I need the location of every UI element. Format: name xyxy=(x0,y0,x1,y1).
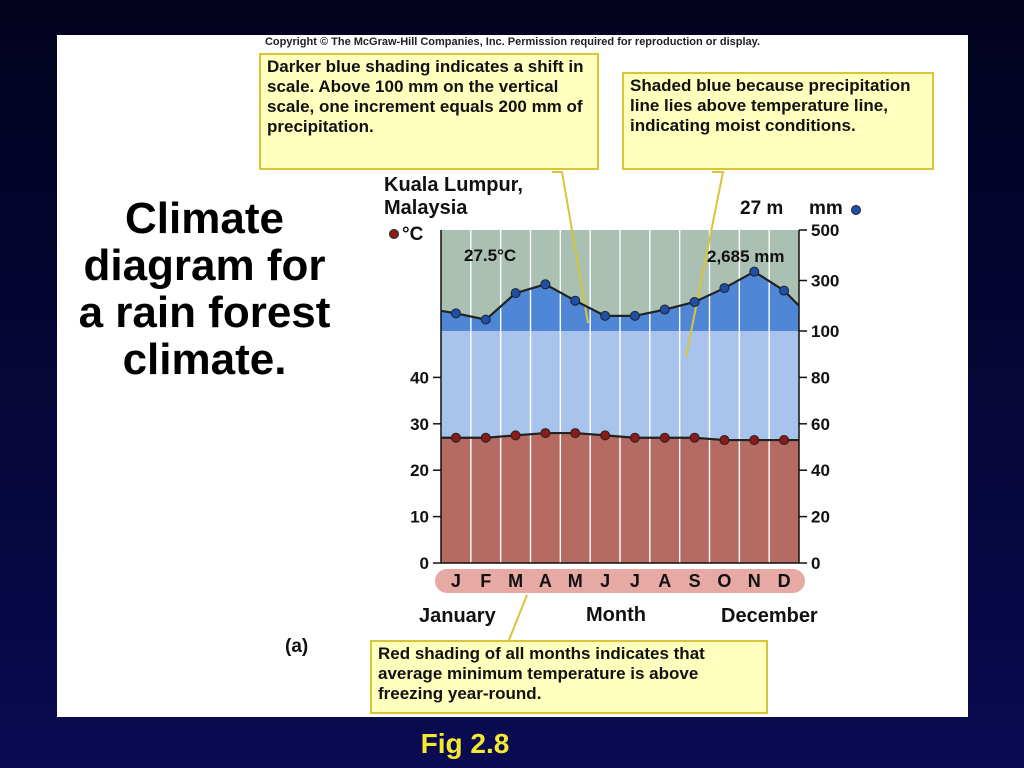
temperature-point xyxy=(749,435,760,446)
month-label: D xyxy=(778,571,791,591)
x-end-label: December xyxy=(721,605,818,627)
precipitation-point xyxy=(600,310,611,321)
precipitation-point xyxy=(779,285,790,296)
callout-shaded-blue: Shaded blue because precipitation line l… xyxy=(622,72,934,170)
temperature-point xyxy=(480,432,491,443)
mm-axis-label: mm xyxy=(809,198,843,219)
left-tick-label: 10 xyxy=(410,508,429,527)
temperature-point xyxy=(540,428,551,439)
precipitation-point xyxy=(749,266,760,277)
right-tick-label: 80 xyxy=(811,368,830,387)
temperature-point xyxy=(600,430,611,441)
callout-darker-blue: Darker blue shading indicates a shift in… xyxy=(259,53,599,170)
month-label: J xyxy=(630,571,640,591)
annual-precipitation: 2,685 mm xyxy=(707,247,785,266)
temperature-point xyxy=(510,430,521,441)
temperature-point xyxy=(719,435,730,446)
month-label: O xyxy=(717,571,731,591)
right-tick-label: 0 xyxy=(811,554,820,573)
month-label: A xyxy=(658,571,671,591)
temperature-point xyxy=(659,432,670,443)
chart-title-line1: Kuala Lumpur, xyxy=(384,174,523,196)
mm-legend-dot xyxy=(851,205,861,215)
month-label: M xyxy=(508,571,523,591)
month-label: F xyxy=(480,571,491,591)
precipitation-point xyxy=(480,314,491,325)
month-band xyxy=(435,569,805,593)
month-label: M xyxy=(568,571,583,591)
callout-red-shading: Red shading of all months indicates that… xyxy=(370,640,768,714)
temperature-point xyxy=(450,432,461,443)
left-tick-label: 0 xyxy=(420,554,429,573)
right-tick-label: 500 xyxy=(811,221,839,240)
mean-temperature: 27.5°C xyxy=(464,246,516,265)
x-axis-title: Month xyxy=(586,604,646,626)
figure-number: Fig 2.8 xyxy=(420,728,510,759)
precipitation-point xyxy=(540,279,551,290)
leader-darker-blue xyxy=(552,171,589,324)
right-tick-label: 100 xyxy=(811,322,839,341)
right-tick-label: 60 xyxy=(811,415,830,434)
temperature-point xyxy=(629,432,640,443)
right-tick-label: 20 xyxy=(811,508,830,527)
figure-panel: Copyright © The McGraw-Hill Companies, I… xyxy=(57,35,968,717)
celsius-legend-dot xyxy=(389,229,399,239)
chart-title-line2: Malaysia xyxy=(384,197,468,219)
month-label: N xyxy=(748,571,761,591)
month-label: S xyxy=(689,571,701,591)
x-start-label: January xyxy=(419,605,497,627)
left-tick-label: 30 xyxy=(410,415,429,434)
leader-shaded-blue xyxy=(685,171,725,358)
precipitation-point xyxy=(659,304,670,315)
left-tick-label: 20 xyxy=(410,461,429,480)
precipitation-point xyxy=(570,295,581,306)
left-tick-label: 40 xyxy=(410,368,429,387)
right-tick-label: 300 xyxy=(811,272,839,291)
precipitation-point xyxy=(510,288,521,299)
month-label: J xyxy=(600,571,610,591)
precipitation-point xyxy=(629,310,640,321)
precipitation-point xyxy=(719,283,730,294)
temperature-point xyxy=(570,428,581,439)
month-label: J xyxy=(451,571,461,591)
month-label: A xyxy=(539,571,552,591)
precipitation-point xyxy=(450,308,461,319)
figure-caption: Climate diagram for a rain forest climat… xyxy=(78,194,331,384)
right-tick-label: 40 xyxy=(811,461,830,480)
copyright-notice: Copyright © The McGraw-Hill Companies, I… xyxy=(264,36,761,48)
precipitation-line xyxy=(440,270,800,321)
temperature-point xyxy=(689,432,700,443)
panel-label: (a) xyxy=(285,636,309,657)
temperature-point xyxy=(779,435,790,446)
leader-red-shading xyxy=(508,594,528,641)
elevation-label: 27 m xyxy=(740,198,783,219)
precipitation-point xyxy=(689,296,700,307)
celsius-axis-label: °C xyxy=(402,224,424,245)
